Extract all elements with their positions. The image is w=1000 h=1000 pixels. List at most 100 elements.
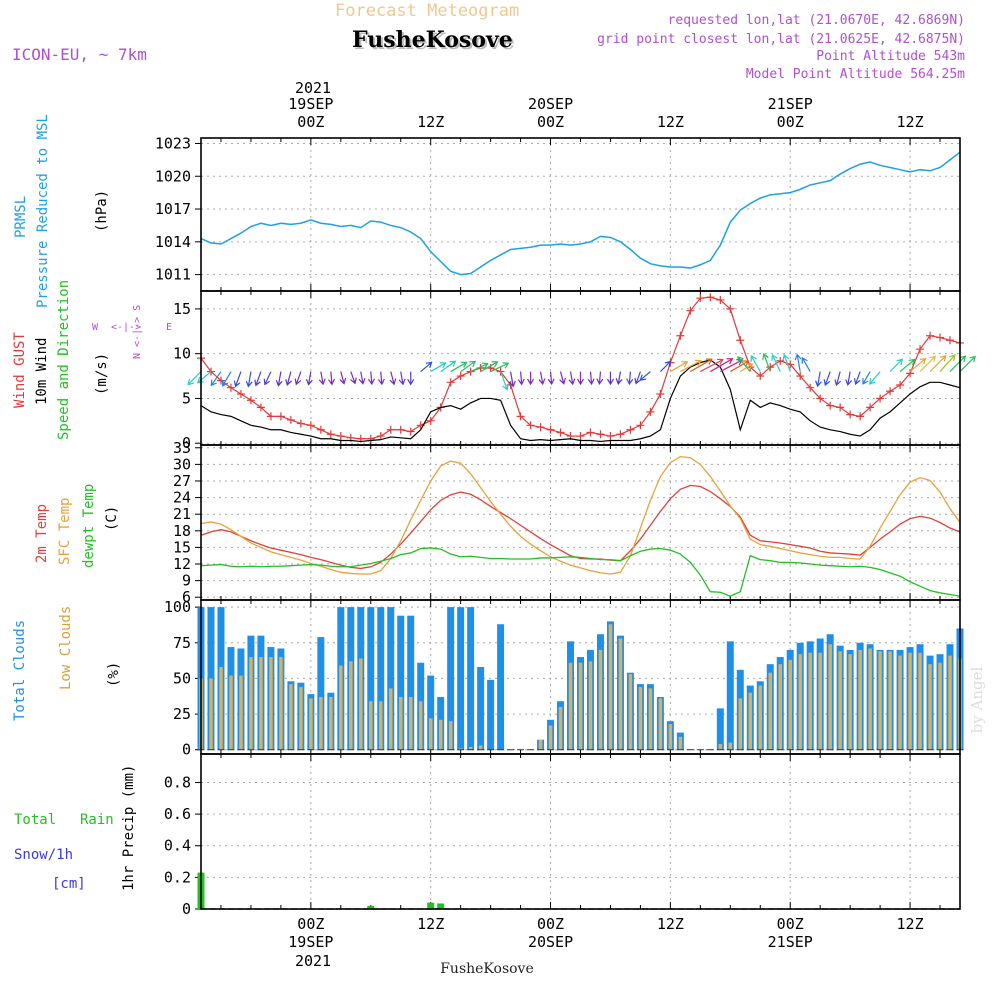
low-cloud-bar bbox=[728, 742, 733, 750]
wind-tick-label: 10 bbox=[173, 345, 191, 363]
low-cloud-bar bbox=[948, 655, 952, 750]
low-cloud-bar bbox=[448, 721, 453, 750]
low-cloud-bar bbox=[808, 652, 812, 750]
wind-gust-marker bbox=[886, 387, 895, 396]
temp-tick-label: 12 bbox=[173, 555, 191, 573]
wind-gust-marker bbox=[206, 367, 215, 376]
wind-direction-arrow bbox=[750, 354, 761, 372]
wind-direction-arrow bbox=[389, 371, 397, 386]
wind-gust-marker bbox=[906, 369, 915, 378]
low-cloud-bar bbox=[828, 644, 832, 750]
wind-gust-marker bbox=[306, 421, 315, 430]
low-cloud-bar bbox=[748, 692, 753, 750]
time-label-bottom: 00Z bbox=[777, 915, 804, 933]
low-clouds-label: Low Clouds bbox=[58, 606, 74, 690]
closest-coords: grid point closest lon,lat (21.0625E, 42… bbox=[597, 32, 965, 47]
temp-panel-frame bbox=[200, 444, 961, 601]
prmsl-desc: Pressure Reduced to MSL bbox=[35, 114, 51, 308]
wind-gust-marker bbox=[756, 372, 765, 381]
total-cloud-bar bbox=[427, 675, 435, 750]
low-cloud-bar bbox=[468, 746, 473, 750]
wind-tick-label: 0 bbox=[182, 434, 191, 452]
wind-gust-marker bbox=[656, 389, 665, 398]
wind-gust-marker bbox=[446, 378, 455, 387]
wind-direction-arrow bbox=[862, 371, 871, 385]
wind-gust-marker bbox=[696, 294, 705, 303]
low-cloud-bar bbox=[209, 678, 213, 750]
location-title-front: FusheKosove bbox=[352, 27, 513, 53]
clouds-tick-label: 75 bbox=[173, 634, 191, 652]
wind-gust-marker bbox=[896, 381, 905, 390]
low-cloud-bar bbox=[269, 657, 273, 750]
wind-direction-arrow bbox=[470, 362, 489, 373]
wind-direction-arrow bbox=[508, 371, 516, 388]
low-cloud-bar bbox=[239, 675, 243, 750]
rain-bar bbox=[437, 903, 445, 909]
wind10-label: 10m Wind bbox=[34, 338, 50, 405]
wind-direction-arrow bbox=[527, 371, 535, 386]
wind-direction-arrow bbox=[294, 371, 302, 386]
wind-gust-marker bbox=[316, 425, 325, 434]
wind-gust-marker bbox=[816, 394, 825, 403]
wind-direction-arrow bbox=[559, 371, 566, 385]
wind-direction-arrow bbox=[576, 371, 585, 386]
t2m-label: 2m Temp bbox=[34, 504, 50, 563]
low-cloud-bar bbox=[249, 657, 253, 750]
low-cloud-bar bbox=[818, 652, 822, 750]
temp-2m-line bbox=[200, 484, 961, 570]
wind-gust-marker bbox=[586, 428, 595, 437]
pressure-tick-label: 1017 bbox=[155, 200, 191, 218]
wind-gust-marker bbox=[796, 372, 805, 381]
low-cloud-bar bbox=[628, 674, 633, 750]
wind-direction-arrow bbox=[782, 353, 791, 372]
total-cloud-bar bbox=[377, 607, 385, 750]
temp-sfc-line bbox=[200, 455, 961, 575]
wind-gust-marker bbox=[226, 383, 235, 392]
wind-direction-arrow bbox=[626, 371, 634, 386]
wind-direction-arrow bbox=[328, 371, 336, 386]
wind-direction-arrow bbox=[275, 371, 283, 387]
wind-gust-marker bbox=[806, 383, 815, 392]
wind-direction-arrow bbox=[430, 362, 447, 373]
model-label: ICON-EU, ~ 7km bbox=[12, 45, 147, 64]
wind-gust-marker bbox=[426, 416, 435, 425]
low-cloud-bar bbox=[598, 649, 603, 750]
total-cloud-bar bbox=[497, 624, 505, 750]
wind-direction-arrow bbox=[929, 355, 947, 373]
wind-gust-label: Wind GUST bbox=[12, 332, 28, 408]
wind-gust-marker bbox=[556, 428, 565, 437]
wind-gust-marker bbox=[576, 432, 585, 441]
time-label-top: 00Z bbox=[297, 113, 324, 131]
wind-direction-arrow bbox=[801, 356, 811, 372]
precip-tick-label: 0.4 bbox=[164, 837, 191, 855]
low-cloud-bar bbox=[418, 701, 423, 750]
temp-tick-label: 6 bbox=[182, 588, 191, 606]
wind-direction-arrow bbox=[853, 371, 861, 386]
wind-direction-arrow bbox=[305, 371, 313, 386]
low-cloud-bar bbox=[319, 696, 323, 750]
total-cloud-bar bbox=[716, 708, 724, 750]
wind-gust-marker bbox=[376, 432, 385, 441]
wind-gust-marker bbox=[726, 304, 735, 313]
wind-direction-arrow bbox=[899, 358, 916, 373]
point-altitude: Point Altitude 543m bbox=[816, 49, 965, 64]
low-cloud-bar bbox=[848, 654, 852, 750]
temp-dewpt-line bbox=[200, 547, 961, 597]
precip-tick-label: 0.8 bbox=[164, 773, 191, 791]
wind-direction-arrow bbox=[690, 358, 713, 373]
wind-direction-arrow bbox=[398, 371, 406, 386]
requested-coords: requested lon,lat (21.0670E, 42.6869N) bbox=[668, 13, 965, 28]
pressure-tick-label: 1011 bbox=[155, 266, 191, 284]
time-label-top: 12Z bbox=[657, 113, 684, 131]
wind-gust-marker bbox=[626, 425, 635, 434]
wind-direction-arrow bbox=[680, 359, 702, 373]
precip-tick-label: 0.2 bbox=[164, 868, 191, 886]
wind-direction-arrow bbox=[480, 361, 499, 373]
wind-gust-marker bbox=[616, 430, 625, 439]
date-label-bottom: 20SEP bbox=[528, 933, 573, 951]
time-label-bottom: 12Z bbox=[417, 915, 444, 933]
wind-direction-arrow bbox=[710, 358, 734, 373]
wind-gust-marker bbox=[406, 427, 415, 436]
wind-direction-arrow bbox=[919, 355, 937, 373]
wind-gust-marker bbox=[286, 415, 295, 424]
